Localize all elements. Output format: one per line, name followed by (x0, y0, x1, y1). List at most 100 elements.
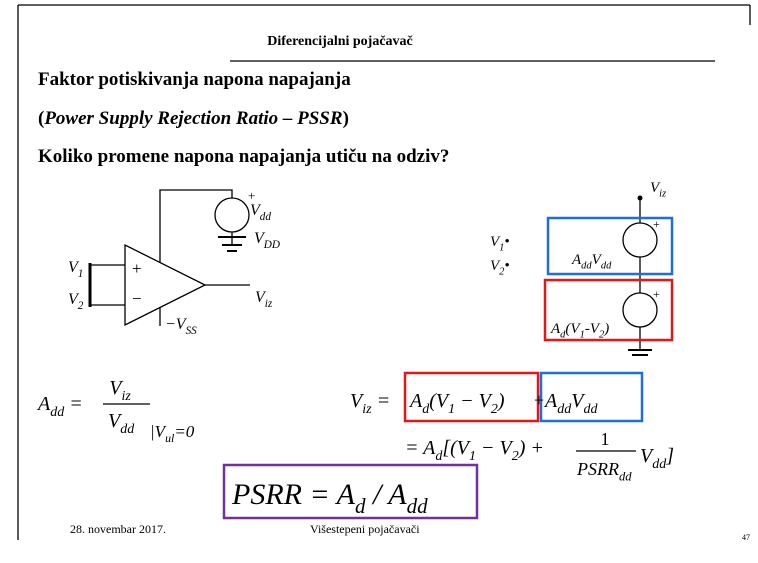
formula: = Ad[(V1 − V2) + (405, 437, 544, 464)
highlight-box (222, 463, 479, 520)
formula-subscript: 2 (499, 267, 505, 278)
formula-subscript: dd (260, 211, 272, 223)
formula: Add = (36, 393, 83, 420)
voltage-source (622, 222, 658, 258)
formula-text: V (490, 234, 501, 250)
formula-subscript: dd (601, 261, 612, 272)
label: − (132, 289, 142, 308)
formula: V2 (68, 291, 84, 312)
label: + (534, 390, 544, 410)
formula-text: [(V (442, 437, 471, 459)
highlight-box (546, 216, 674, 276)
formula-subscript: 2 (599, 330, 605, 341)
label: + (653, 217, 660, 231)
voltage-source (214, 197, 250, 233)
formula-text: • (504, 234, 509, 250)
formula-text: V (254, 230, 266, 247)
formula-subscript: iz (121, 389, 131, 404)
formula-subscript: dd (120, 422, 135, 437)
formula-text: (V (429, 390, 451, 412)
formula-text: V (640, 445, 655, 467)
formula-text: A (36, 393, 51, 415)
highlight-box (403, 371, 540, 423)
formula: VDD (254, 230, 280, 251)
formula-subscript: dd (652, 457, 667, 472)
label: + (653, 287, 660, 301)
formula-subscript: 1 (580, 330, 585, 341)
formula-text: PSRR = A (231, 478, 356, 511)
formula-text: A (408, 390, 423, 412)
formula-subscript: d (422, 402, 430, 417)
formula: Vdd (250, 202, 271, 223)
highlight-box (539, 371, 644, 423)
formula-text: A (571, 252, 582, 268)
formula-text: V (250, 202, 262, 219)
formula-subscript: 1 (448, 402, 455, 417)
formula-subscript: d (435, 449, 443, 464)
paren: ) (343, 108, 349, 129)
equivalent-circuit (543, 195, 674, 356)
formula-subscript: 1 (499, 243, 504, 254)
formula-text: ] (665, 445, 674, 467)
title-line: Koliko promene napona napajanja utiču na… (38, 146, 449, 167)
formula-subscript: dd (619, 469, 632, 483)
formula: Ad(V1 − V2) (408, 390, 505, 417)
formula-subscript: DD (263, 239, 280, 251)
formula-text: = (372, 390, 391, 412)
formula: Viz (109, 377, 131, 404)
title-line: (Power Supply Rejection Ratio – PSSR) (38, 108, 349, 129)
formula: Viz (650, 180, 666, 200)
formula-text: =0 (174, 422, 194, 441)
footer-date: 28. novembar 2017. (70, 522, 166, 536)
formula-subscript: 2 (78, 300, 84, 312)
formula-text: V (255, 289, 267, 306)
label: 1 (601, 429, 610, 449)
formula: Vdd (108, 410, 135, 437)
formula-subscript: 1 (469, 449, 476, 464)
node (637, 195, 643, 201)
footer-title: Višestepeni pojačavači (310, 522, 420, 536)
label: + (248, 188, 255, 203)
formula-subscript: d (560, 330, 566, 341)
formula-subscript: dd (407, 494, 429, 518)
formula: |Vul=0 (150, 422, 195, 445)
formula-text: A (550, 321, 561, 337)
formula: V2• (490, 258, 510, 278)
formula-text: V (490, 258, 501, 274)
formula-text: − V (455, 390, 493, 412)
paren: ( (38, 108, 44, 129)
formula-text: ) + (518, 437, 544, 459)
formula-subscript: dd (583, 402, 598, 417)
formula-subscript: 2 (491, 402, 498, 417)
formula: AddVdd (543, 390, 598, 417)
formula-text: ) (497, 390, 505, 412)
formula: Viz (255, 289, 273, 310)
formula-text: − V (476, 437, 514, 459)
formula-text: (V (565, 321, 581, 337)
formula-subscript: d (355, 494, 366, 518)
formula-text: -V (585, 321, 601, 337)
formula-subscript: iz (362, 402, 372, 417)
formula-text: V (68, 259, 80, 276)
formula-text: / A (366, 478, 408, 511)
formula: Ad(V1-V2) (550, 321, 609, 341)
formula-text: V (109, 377, 124, 399)
formula-subscript: iz (659, 189, 666, 200)
formula-text: V (650, 180, 661, 196)
formula-text: V (68, 291, 80, 308)
italic-text: Power Supply Rejection Ratio – PSSR (43, 108, 342, 129)
opamp-circuit (88, 189, 250, 327)
formula-text: = A (405, 437, 436, 459)
formula: Viz = (350, 390, 390, 417)
formula: −VSS (165, 316, 197, 337)
page-number: 47 (742, 533, 750, 542)
formula-text: • (504, 258, 509, 274)
wire (159, 189, 233, 262)
voltage-source (622, 292, 658, 328)
formula-subscript: 2 (512, 449, 519, 464)
formula-subscript: 1 (78, 268, 84, 280)
title-line: Faktor potiskivanja napona napajanja (38, 69, 351, 90)
formula: V1 (68, 259, 83, 280)
formula-text: −V (165, 316, 188, 333)
